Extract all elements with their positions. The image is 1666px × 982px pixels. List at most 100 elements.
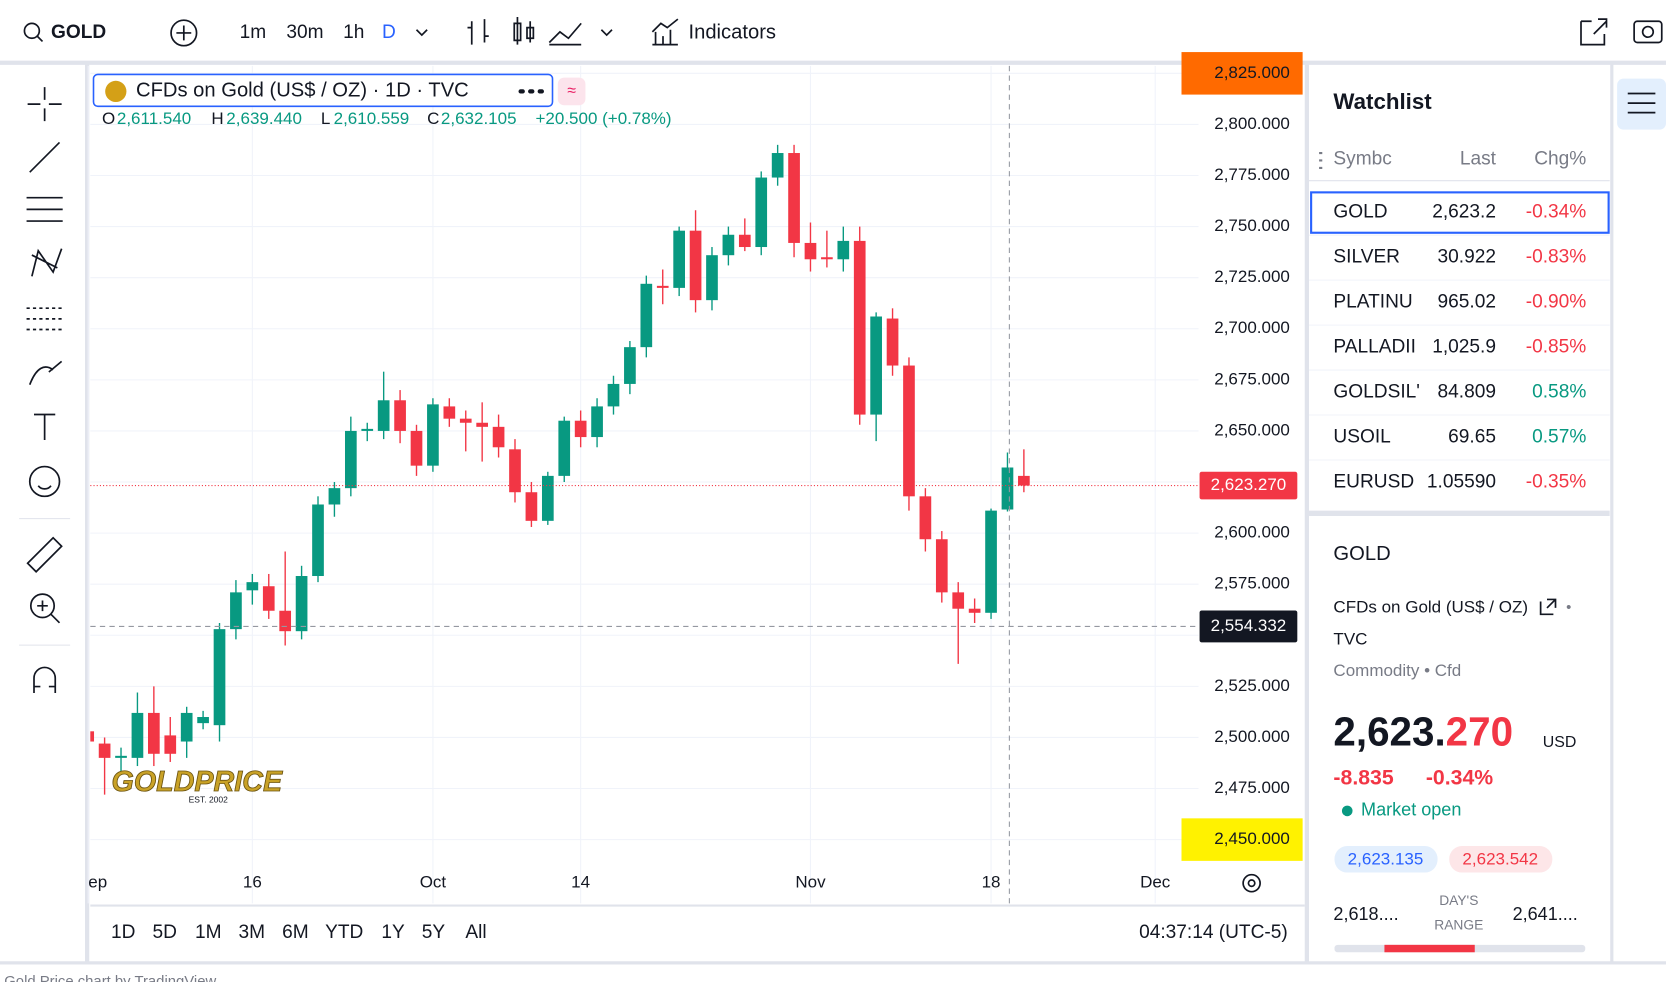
- text-tool[interactable]: [34, 413, 56, 440]
- candle-body: [689, 230, 702, 301]
- candle-body: [788, 153, 800, 243]
- symbol[interactable]: EURUSD: [1333, 471, 1414, 492]
- symbol[interactable]: PLATINU: [1333, 292, 1412, 313]
- legend-box[interactable]: [92, 73, 554, 108]
- candle-body: [394, 400, 406, 431]
- watchlist-tab[interactable]: [1617, 78, 1666, 130]
- watchlist-rows: GOLD 2,623.2 -0.34% SILVER 30.922 -0.83% PLATI…: [1309, 202, 1610, 492]
- watchlist-icon: [1627, 92, 1656, 114]
- candle-body: [262, 586, 275, 611]
- highlight: [1181, 818, 1303, 861]
- magnet-tool[interactable]: [33, 666, 57, 693]
- candle-body: [312, 504, 324, 577]
- y-tick-label: 2,500.000: [1214, 727, 1290, 746]
- ask-pill: [1449, 845, 1553, 873]
- change: -0.35%: [1526, 471, 1587, 492]
- bars-icon[interactable]: [467, 19, 489, 45]
- indicators-icon[interactable]: [651, 18, 679, 46]
- grid: [87, 65, 1199, 904]
- candle-body: [164, 735, 177, 754]
- bid-pill: [1334, 845, 1438, 873]
- watchlist-title: Watchlist: [1333, 89, 1432, 114]
- candle-body: [558, 420, 571, 476]
- column-header[interactable]: Last: [1460, 148, 1497, 169]
- link-icon[interactable]: [1539, 598, 1557, 616]
- legend-title: CFDs on Gold (US$ / OZ) · 1D · TVC: [136, 80, 469, 102]
- symbol[interactable]: GOLD: [1333, 202, 1387, 223]
- symbol[interactable]: USOIL: [1333, 426, 1390, 447]
- range[interactable]: 5D: [152, 922, 176, 943]
- brush-tool[interactable]: [28, 360, 63, 386]
- candle-body: [706, 255, 718, 301]
- candle-body: [952, 592, 965, 609]
- footer[interactable]: Gold Price chart by TradingView: [4, 974, 216, 982]
- ask: 2,623.542: [1462, 849, 1538, 868]
- emoji-tool[interactable]: [28, 465, 61, 498]
- add-symbol[interactable]: [170, 19, 198, 47]
- candle-body: [935, 539, 948, 593]
- settings-icon[interactable]: [1242, 873, 1261, 893]
- search-icon[interactable]: [23, 22, 41, 40]
- column-header[interactable]: Symbc: [1333, 148, 1392, 169]
- camera-icon[interactable]: [1633, 20, 1663, 44]
- crosshair-tool[interactable]: [27, 87, 62, 122]
- candle-body: [443, 406, 456, 419]
- y-tick-label: 2,800.000: [1214, 114, 1290, 133]
- last-price-tag: [1199, 471, 1298, 500]
- area-icon[interactable]: [548, 22, 582, 46]
- candle-body: [410, 430, 423, 466]
- candle-body: [1018, 475, 1030, 486]
- symbol[interactable]: SILVER: [1333, 247, 1400, 268]
- row-selected: [1310, 191, 1610, 234]
- column-header[interactable]: Chg%: [1534, 148, 1586, 169]
- range[interactable]: All: [465, 922, 486, 943]
- chevron[interactable]: [415, 29, 428, 37]
- indicators[interactable]: Indicators: [689, 21, 777, 43]
- detail-kind: Commodity • Cfd: [1333, 661, 1461, 680]
- range[interactable]: 1D: [111, 922, 135, 943]
- candles-icon[interactable]: [513, 17, 535, 45]
- candle-body: [427, 404, 439, 466]
- interval[interactable]: 30m: [286, 22, 323, 43]
- range[interactable]: 1M: [195, 922, 222, 943]
- range[interactable]: 1Y: [381, 922, 405, 943]
- add-symbol: [176, 25, 192, 41]
- candle-body: [886, 318, 899, 366]
- camera-icon: [1641, 25, 1655, 39]
- zoom-tool[interactable]: [29, 593, 56, 619]
- symbol[interactable]: GOLD: [51, 22, 106, 43]
- y-tick-label: 2,700.000: [1214, 318, 1290, 337]
- ruler-tool[interactable]: [26, 536, 63, 573]
- interval[interactable]: 1m: [240, 22, 267, 43]
- y-tick-label: 2,825.000: [1214, 63, 1290, 82]
- crosshair-tag: [1199, 610, 1298, 643]
- watermark-est: EST. 2002: [189, 795, 228, 805]
- fib-tool[interactable]: [26, 196, 63, 222]
- x-tick-label: Oct: [420, 873, 447, 892]
- detail-currency: USD: [1543, 734, 1577, 751]
- candle-body: [640, 283, 653, 348]
- line-tool[interactable]: [29, 141, 61, 173]
- candle-body: [492, 426, 505, 448]
- candle-body: [837, 240, 850, 260]
- x-tick-label: 16: [243, 873, 262, 892]
- candle-body: [213, 629, 226, 726]
- candle-body: [821, 257, 833, 260]
- candle-body: [197, 717, 209, 724]
- range[interactable]: YTD: [325, 922, 363, 943]
- interval[interactable]: 1h: [343, 22, 364, 43]
- range[interactable]: 5Y: [422, 922, 446, 943]
- symbol[interactable]: GOLDSIL': [1333, 381, 1419, 402]
- compare-icon: ≈: [567, 83, 576, 100]
- y-tick-label: 2,525.000: [1214, 676, 1290, 695]
- range[interactable]: 3M: [239, 922, 266, 943]
- popout-icon[interactable]: [1580, 18, 1608, 46]
- range[interactable]: 6M: [282, 922, 309, 943]
- symbol[interactable]: PALLADII: [1333, 336, 1415, 357]
- interval-active[interactable]: D: [382, 22, 396, 43]
- compare-badge[interactable]: [557, 77, 586, 106]
- chevron[interactable]: [600, 29, 613, 37]
- pattern-tool[interactable]: [31, 248, 63, 277]
